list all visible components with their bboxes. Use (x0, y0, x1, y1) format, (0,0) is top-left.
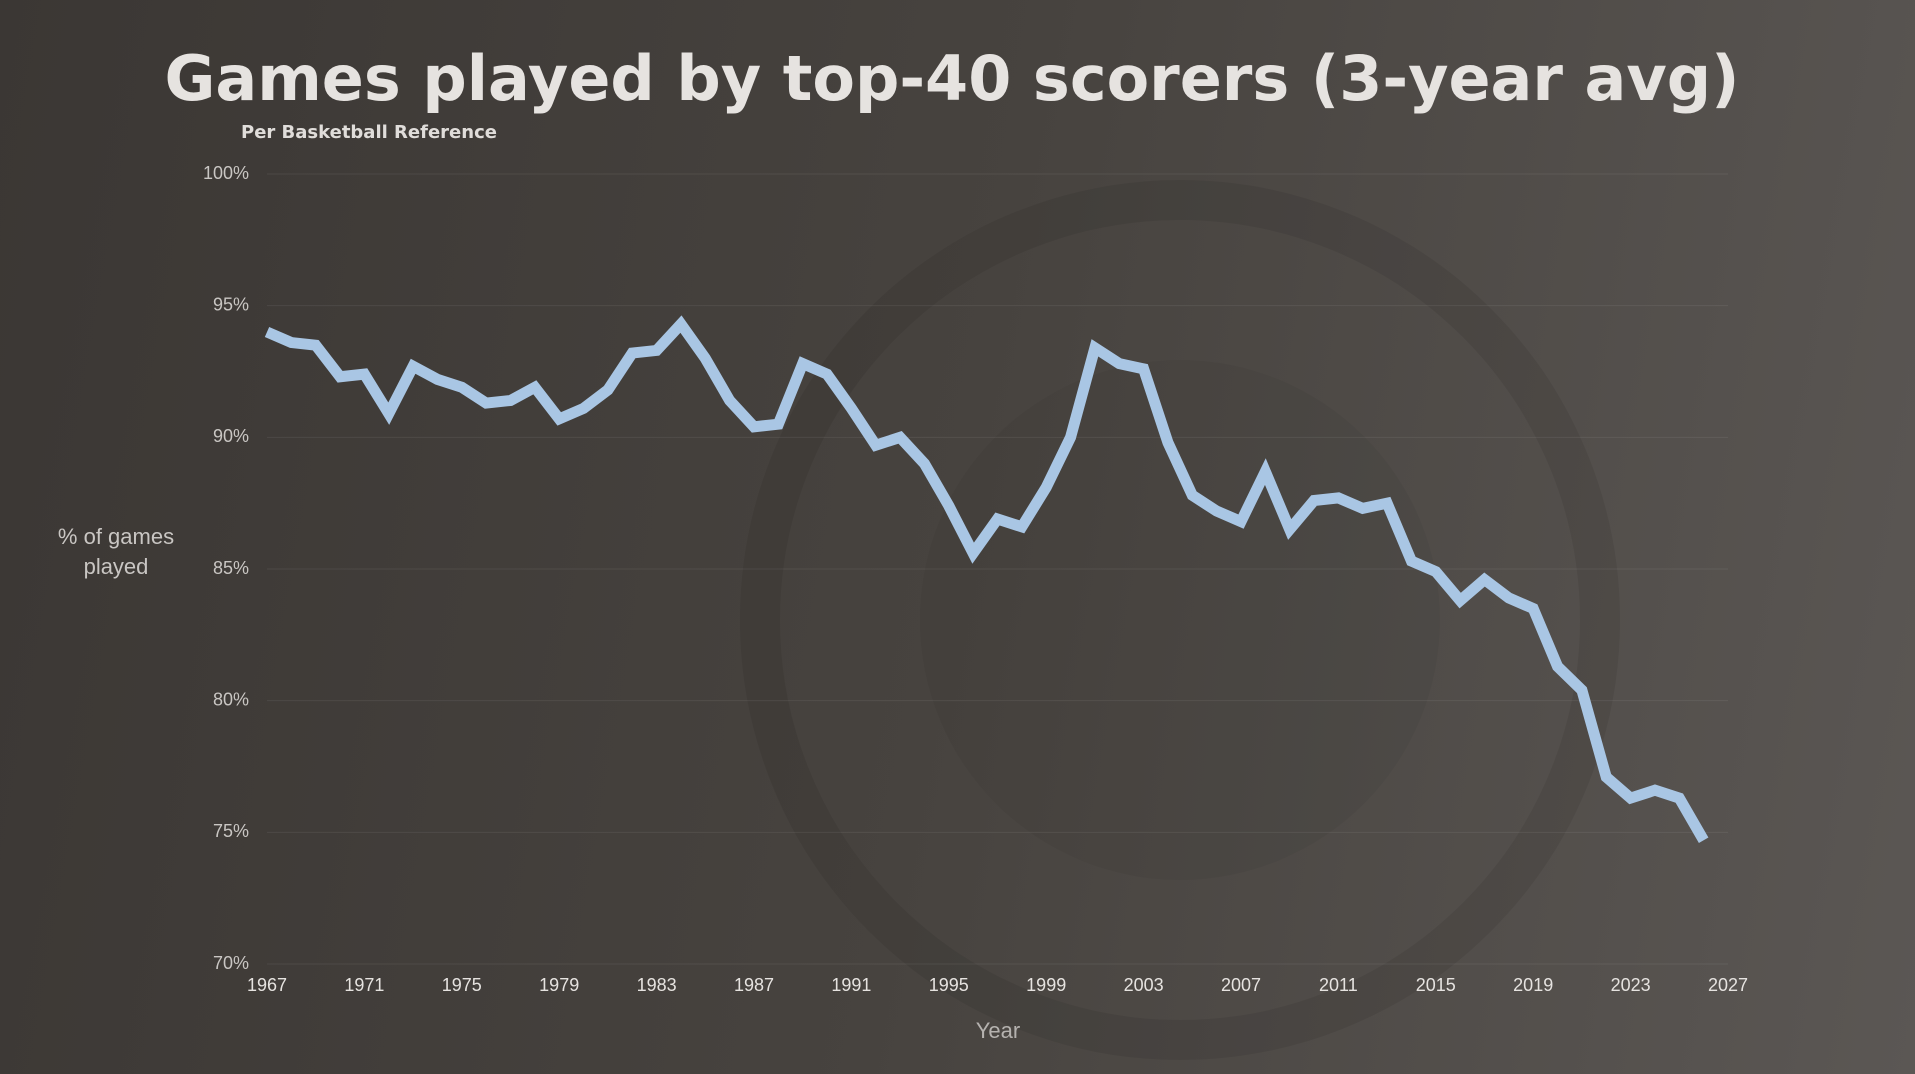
chart-subtitle: Per Basketball Reference (241, 122, 497, 143)
x-tick-label: 1971 (344, 975, 384, 995)
y-tick-label: 70% (213, 953, 249, 973)
x-tick-label: 2023 (1611, 975, 1651, 995)
chart-title: Games played by top-40 scorers (3-year a… (164, 42, 1739, 115)
x-tick-label: 2007 (1221, 975, 1261, 995)
x-tick-label: 1967 (247, 975, 287, 995)
y-tick-label: 75% (213, 821, 249, 841)
x-tick-label: 1979 (539, 975, 579, 995)
y-tick-label: 80% (213, 689, 249, 709)
x-tick-label: 1987 (734, 975, 774, 995)
x-tick-label: 2003 (1124, 975, 1164, 995)
y-axis-label: % of games played (57, 524, 175, 579)
x-tick-label: 1991 (831, 975, 871, 995)
x-axis-label: Year (976, 1018, 1020, 1043)
x-tick-label: 1995 (929, 975, 969, 995)
x-tick-label: 2027 (1708, 975, 1748, 995)
x-tick-label: 2019 (1513, 975, 1553, 995)
y-tick-label: 100% (203, 163, 249, 183)
data-line (264, 315, 1709, 843)
y-tick-label: 85% (213, 558, 249, 578)
x-tick-label: 1983 (637, 975, 677, 995)
x-tick-label: 1975 (442, 975, 482, 995)
y-tick-label: 95% (213, 294, 249, 314)
x-tick-label: 2011 (1319, 975, 1358, 995)
x-tick-label: 1999 (1026, 975, 1066, 995)
x-tick-label: 2015 (1416, 975, 1456, 995)
y-tick-label: 90% (213, 426, 249, 446)
